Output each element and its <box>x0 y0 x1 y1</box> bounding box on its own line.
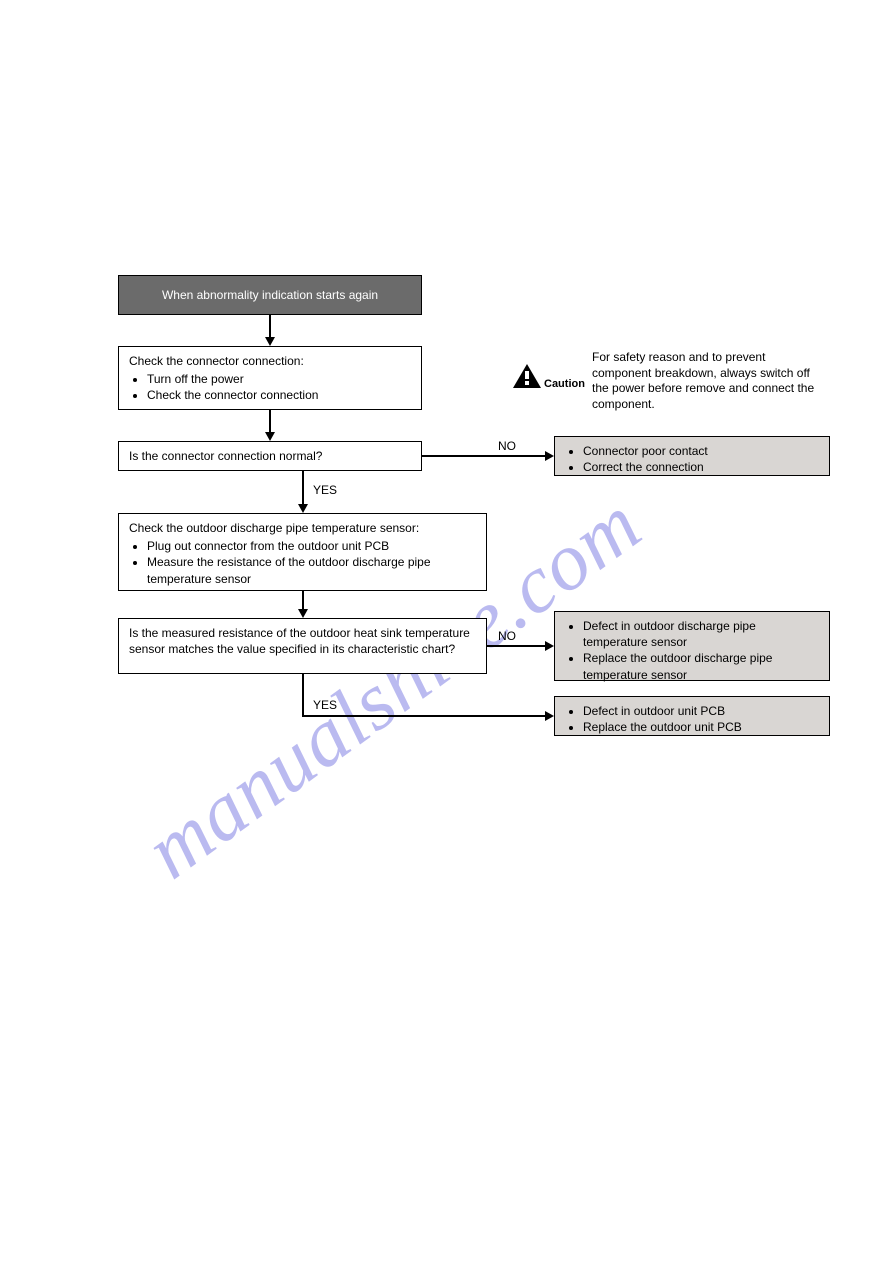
node-r3: Defect in outdoor unit PCB Replace the o… <box>554 696 830 736</box>
caution-icon <box>512 363 542 389</box>
node-check2-title: Check the outdoor discharge pipe tempera… <box>129 520 476 536</box>
node-check2-bullet-0: Plug out connector from the outdoor unit… <box>147 538 476 554</box>
node-check1-bullet-0: Turn off the power <box>147 371 411 387</box>
node-check2-bullet-1: Measure the resistance of the outdoor di… <box>147 554 476 586</box>
node-r2: Defect in outdoor discharge pipe tempera… <box>554 611 830 681</box>
edge-start-check1-head <box>265 337 275 346</box>
edge-q2-r3-hline <box>302 715 545 717</box>
edge-q2-r2-label: NO <box>498 629 516 643</box>
edge-check1-q1-head <box>265 432 275 441</box>
node-q1: Is the connector connection normal? <box>118 441 422 471</box>
edge-q1-r1-head <box>545 451 554 461</box>
edge-q1-r1-label: NO <box>498 439 516 453</box>
caution-label: Caution <box>544 378 585 390</box>
node-r1-bullet-0: Connector poor contact <box>583 443 819 459</box>
edge-check2-q2-head <box>298 609 308 618</box>
edge-check2-q2-line <box>302 591 304 609</box>
flowchart-canvas: { "diagram": { "type": "flowchart", "bac… <box>0 0 893 1263</box>
node-q1-text: Is the connector connection normal? <box>129 448 322 464</box>
edge-q1-check2-head <box>298 504 308 513</box>
node-r1-bullet-1: Correct the connection <box>583 459 819 475</box>
node-q2: Is the measured resistance of the outdoo… <box>118 618 487 674</box>
edge-q1-check2-line <box>302 471 304 504</box>
node-check2: Check the outdoor discharge pipe tempera… <box>118 513 487 591</box>
edge-q2-r3-head <box>545 711 554 721</box>
node-r2-bullet-0: Defect in outdoor discharge pipe tempera… <box>583 618 819 650</box>
edge-q2-r2-line <box>487 645 545 647</box>
edge-q2-r3-label: YES <box>313 698 337 712</box>
node-check1: Check the connector connection: Turn off… <box>118 346 422 410</box>
caution-block: Caution For safety reason and to prevent… <box>512 350 832 420</box>
edge-q1-check2-label: YES <box>313 483 337 497</box>
edge-q2-r3-vline <box>302 674 304 715</box>
edge-q2-r2-head <box>545 641 554 651</box>
node-check1-bullet-1: Check the connector connection <box>147 387 411 403</box>
node-start-text: When abnormality indication starts again <box>162 287 378 303</box>
node-r1: Connector poor contact Correct the conne… <box>554 436 830 476</box>
node-check1-title: Check the connector connection: <box>129 353 411 369</box>
caution-body: For safety reason and to prevent compone… <box>592 350 827 412</box>
node-r3-bullet-0: Defect in outdoor unit PCB <box>583 703 819 719</box>
edge-check1-q1-line <box>269 410 271 432</box>
node-q2-text: Is the measured resistance of the outdoo… <box>129 626 470 656</box>
edge-start-check1-line <box>269 315 271 337</box>
node-r3-bullet-1: Replace the outdoor unit PCB <box>583 719 819 735</box>
node-r2-bullet-1: Replace the outdoor discharge pipe tempe… <box>583 650 819 682</box>
node-start: When abnormality indication starts again <box>118 275 422 315</box>
edge-q1-r1-line <box>422 455 545 457</box>
